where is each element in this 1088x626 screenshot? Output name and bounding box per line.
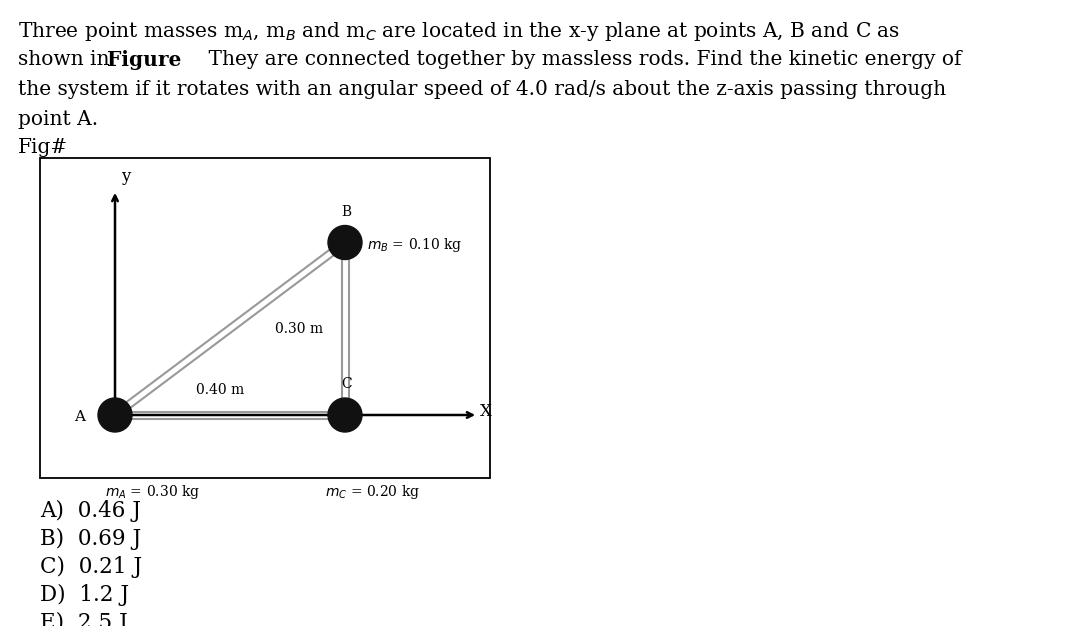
Text: point A.: point A.: [18, 110, 98, 129]
Bar: [40, 158, 490, 478]
Circle shape: [327, 225, 362, 260]
Text: X: X: [480, 403, 492, 419]
Circle shape: [327, 398, 362, 432]
Circle shape: [98, 398, 132, 432]
Text: Figure: Figure: [107, 50, 182, 70]
Text: $m_C$ = 0.20 kg: $m_C$ = 0.20 kg: [325, 483, 420, 501]
Text: shown in: shown in: [18, 50, 116, 69]
Text: 0.40 m: 0.40 m: [196, 383, 244, 397]
Text: E)  2.5 J: E) 2.5 J: [40, 612, 127, 626]
Text: B: B: [341, 205, 351, 218]
Text: A)  0.46 J: A) 0.46 J: [40, 500, 141, 522]
Text: Three point masses m$_A$, m$_B$ and m$_C$ are located in the x-y plane at points: Three point masses m$_A$, m$_B$ and m$_C…: [18, 20, 900, 43]
Text: Fig#: Fig#: [18, 138, 69, 157]
Text: C: C: [341, 377, 351, 391]
Text: 0.30 m: 0.30 m: [275, 322, 323, 336]
Text: A: A: [74, 410, 85, 424]
Text: They are connected together by massless rods. Find the kinetic energy of: They are connected together by massless …: [183, 50, 962, 69]
Text: the system if it rotates with an angular speed of 4.0 rad/s about the z-axis pas: the system if it rotates with an angular…: [18, 80, 947, 99]
Text: C)  0.21 J: C) 0.21 J: [40, 556, 143, 578]
Text: y: y: [121, 168, 131, 185]
Text: D)  1.2 J: D) 1.2 J: [40, 584, 129, 606]
Text: $m_A$ = 0.30 kg: $m_A$ = 0.30 kg: [106, 483, 200, 501]
Text: $m_B$ = 0.10 kg: $m_B$ = 0.10 kg: [367, 235, 462, 254]
Text: B)  0.69 J: B) 0.69 J: [40, 528, 141, 550]
